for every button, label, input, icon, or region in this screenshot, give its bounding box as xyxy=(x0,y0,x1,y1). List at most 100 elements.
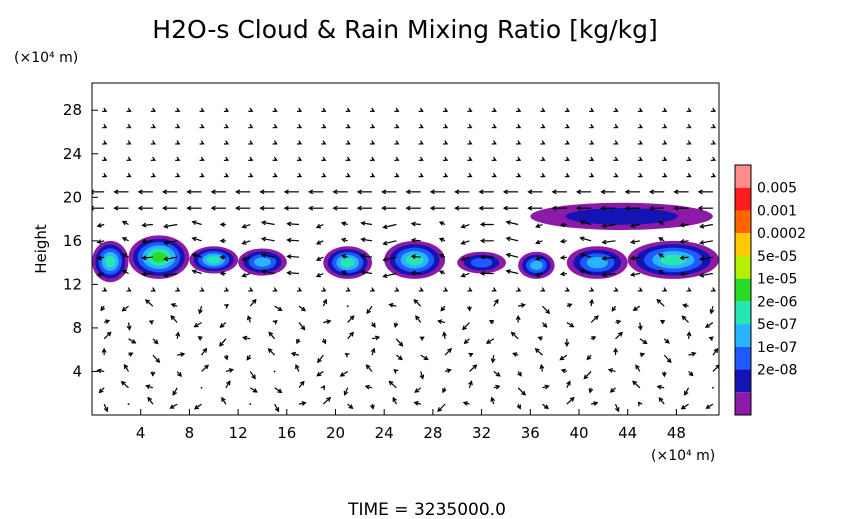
wind-vector xyxy=(517,387,526,396)
wind-vector-head xyxy=(505,269,511,274)
wind-vector-head xyxy=(344,352,350,358)
wind-vector-head xyxy=(467,172,473,178)
wind-vector xyxy=(602,256,616,260)
wind-vector xyxy=(287,255,300,258)
wind-vector-head xyxy=(699,272,705,278)
wind-vector-head xyxy=(505,236,511,242)
wind-vector-head xyxy=(370,107,376,112)
wind-vector-head xyxy=(198,309,203,315)
wind-vector xyxy=(602,272,616,276)
wind-vector xyxy=(249,299,257,307)
wind-vector-head xyxy=(443,123,449,129)
wind-vector-head xyxy=(579,220,585,225)
wind-vector-head xyxy=(593,401,599,406)
wind-vector xyxy=(461,256,470,261)
wind-vector xyxy=(566,321,574,328)
wind-vector-head xyxy=(593,315,599,321)
wind-vector-head xyxy=(438,270,445,275)
time-label: TIME = 3235000.0 xyxy=(347,500,506,519)
wind-vector-head xyxy=(191,253,197,258)
wind-vector-head xyxy=(348,404,354,410)
wind-vector-head xyxy=(569,396,575,402)
wind-vector-head xyxy=(193,404,200,410)
wind-vector-head xyxy=(491,140,497,145)
wind-vector-head xyxy=(658,237,664,242)
wind-vector xyxy=(631,256,640,260)
wind-vector-head xyxy=(296,172,303,178)
wind-vector-head xyxy=(709,309,715,315)
wind-vector-head xyxy=(272,172,278,178)
colorbar-label: 5e-05 xyxy=(757,249,797,265)
wind-vector-head xyxy=(413,298,419,304)
wind-vector xyxy=(506,270,519,275)
wind-vector-head xyxy=(223,355,229,361)
wind-vector-head xyxy=(126,325,132,331)
wind-vector-head xyxy=(479,254,485,260)
wind-vector-head xyxy=(467,123,473,129)
wind-vector xyxy=(268,332,276,340)
wind-vector-head xyxy=(150,371,156,377)
wind-vector-head xyxy=(688,371,694,377)
wind-vector-head xyxy=(502,189,508,195)
wind-vector-head xyxy=(199,123,205,129)
colorbar-frame xyxy=(734,164,752,416)
wind-vector-head xyxy=(210,189,216,195)
wind-vector-head xyxy=(527,205,533,211)
wind-vector-head xyxy=(381,189,387,195)
wind-vector-head xyxy=(446,368,452,374)
wind-vector xyxy=(712,364,719,372)
wind-vector-head xyxy=(98,388,104,394)
wind-vector-head xyxy=(382,240,388,246)
wind-vector xyxy=(225,381,231,389)
wind-vector-head xyxy=(494,298,499,304)
wind-vector-head xyxy=(516,404,522,410)
wind-vector-head xyxy=(382,257,388,262)
wind-vector-head xyxy=(175,287,181,292)
wind-vector xyxy=(420,354,429,361)
wind-vector xyxy=(347,332,354,340)
wind-vector xyxy=(142,223,153,226)
wind-vector xyxy=(192,253,202,258)
wind-vector-head xyxy=(588,388,594,394)
wind-vector-head xyxy=(370,347,376,353)
wind-vector-head xyxy=(126,140,132,145)
wind-vector-head xyxy=(467,107,473,112)
wind-vector xyxy=(680,223,689,227)
wind-vector-head xyxy=(175,172,181,178)
wind-vector-head xyxy=(315,240,322,245)
wind-vector-head xyxy=(96,255,102,261)
wind-vector xyxy=(639,338,647,344)
wind-vector-head xyxy=(613,287,619,292)
wind-vector-head xyxy=(637,107,643,112)
wind-vector-head xyxy=(150,287,156,292)
wind-vector-head xyxy=(479,238,485,244)
wind-vector-head xyxy=(491,123,497,129)
wind-vector-head xyxy=(491,107,497,112)
wind-vector xyxy=(170,403,178,409)
wind-vector-head xyxy=(340,221,347,227)
wind-vector-head xyxy=(326,396,332,402)
wind-vector-head xyxy=(564,172,570,178)
wind-vector-head xyxy=(516,287,522,292)
colorbar: 0.005 0.001 0.0002 5e-05 1e-05 2e-06 5e-07 1e-0… xyxy=(734,164,806,416)
wind-vector-dot xyxy=(346,305,349,308)
wind-vector-head xyxy=(516,140,522,145)
x-tick-label: 12 xyxy=(229,424,248,442)
wind-vector xyxy=(361,238,373,242)
wind-vector-head xyxy=(589,107,595,112)
wind-vector-head xyxy=(163,256,169,262)
wind-vector-head xyxy=(418,123,424,129)
wind-vector xyxy=(411,255,421,258)
wind-vector-head xyxy=(682,303,688,309)
colorbar-label: 0.0002 xyxy=(757,226,806,242)
wind-vector-head xyxy=(186,189,192,195)
wind-vector xyxy=(461,223,470,228)
wind-vector xyxy=(383,223,397,229)
wind-vector xyxy=(123,364,130,372)
wind-vector-head xyxy=(443,140,449,145)
wind-vector xyxy=(201,348,207,356)
wind-vector xyxy=(580,253,592,258)
colorbar-swatch xyxy=(735,324,751,347)
wind-vector-head xyxy=(516,172,522,178)
wind-vector-head xyxy=(370,123,376,129)
